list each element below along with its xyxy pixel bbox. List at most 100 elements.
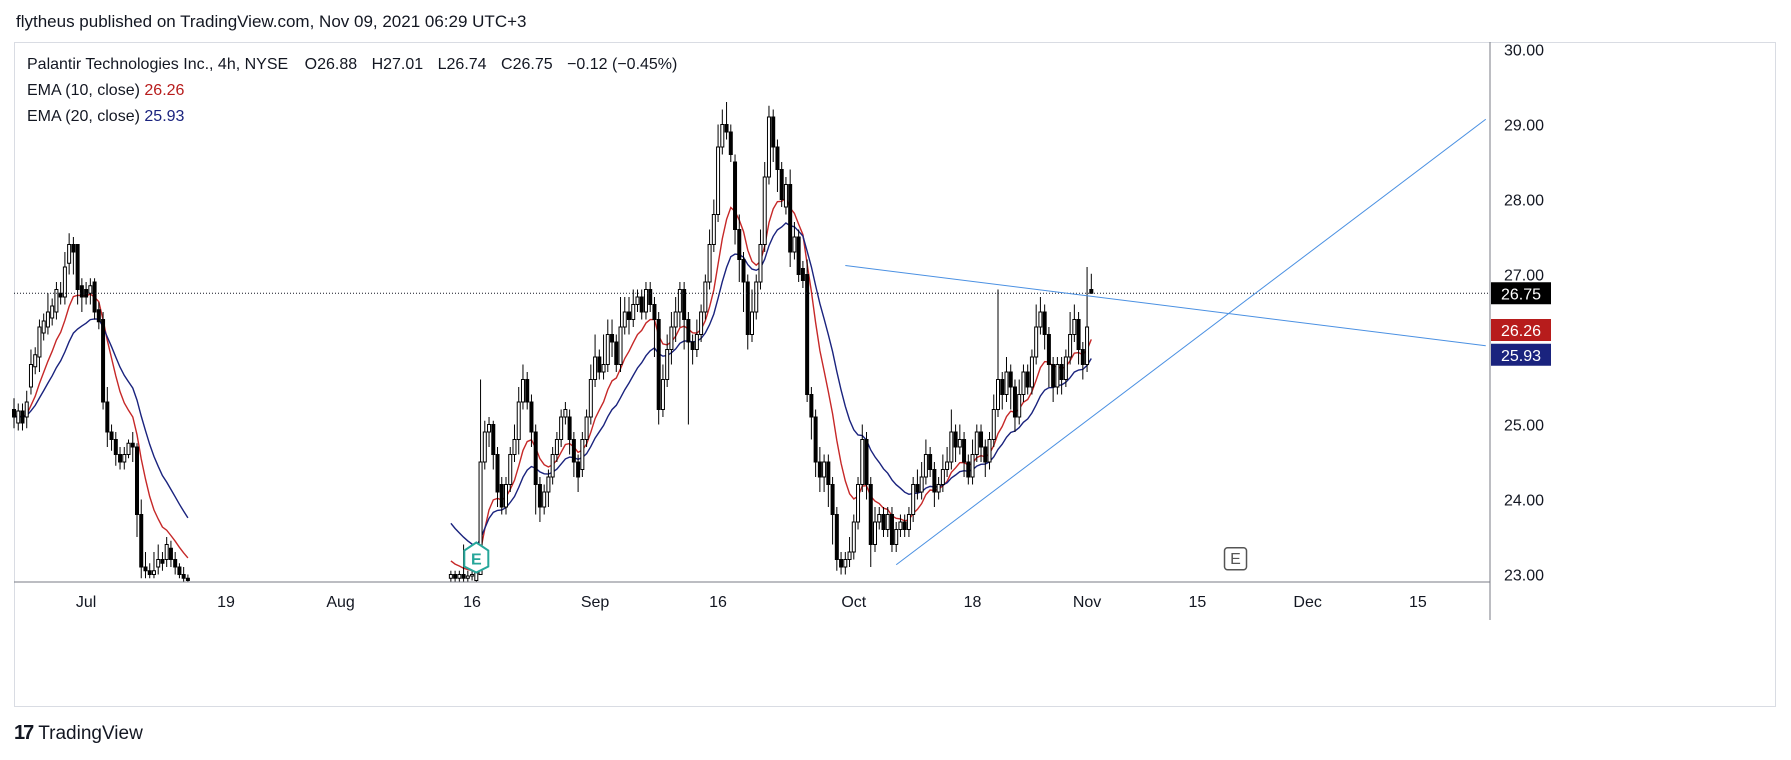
- chart-frame[interactable]: [14, 42, 1776, 707]
- legend-ema10-row[interactable]: EMA (10, close) 26.26: [27, 78, 687, 104]
- candle: [495, 447, 500, 507]
- candle: [92, 278, 97, 320]
- candle-body: [550, 454, 555, 478]
- time-tick-label: 18: [964, 594, 982, 611]
- candle-body: [1025, 371, 1030, 388]
- candle-body: [482, 431, 487, 463]
- candle: [593, 334, 598, 387]
- candle-body: [652, 304, 657, 320]
- candle: [1080, 342, 1085, 380]
- candle: [465, 570, 470, 582]
- earnings-marker: E: [1223, 547, 1248, 571]
- candle: [79, 278, 84, 312]
- ema10-badge-bg: [1491, 319, 1551, 341]
- candle: [796, 229, 801, 282]
- candle-body: [168, 547, 173, 560]
- earnings-marker: E: [463, 541, 490, 574]
- candle: [966, 454, 971, 485]
- candle: [605, 319, 610, 372]
- candle: [932, 462, 937, 507]
- candle: [881, 507, 886, 537]
- candle: [800, 261, 805, 288]
- candle: [41, 313, 46, 341]
- candle-body: [126, 442, 131, 455]
- trendline-descending-resistance: [845, 265, 1486, 347]
- candle: [37, 319, 42, 372]
- candle: [690, 334, 695, 365]
- candle-body: [118, 454, 123, 463]
- candle: [567, 409, 572, 455]
- candle-body: [1038, 311, 1043, 328]
- candle-body: [1063, 356, 1068, 380]
- candle-body: [614, 341, 619, 365]
- candle-body: [919, 476, 924, 493]
- candle: [1076, 312, 1081, 365]
- candle-body: [720, 124, 725, 148]
- legend-ema20-row[interactable]: EMA (20, close) 25.93: [27, 104, 687, 130]
- candle: [512, 424, 517, 462]
- candle: [118, 447, 123, 470]
- candle-body: [567, 416, 572, 440]
- candle: [699, 304, 704, 342]
- candle: [839, 552, 844, 575]
- candle: [499, 477, 504, 515]
- candle: [45, 293, 50, 335]
- candle: [546, 469, 551, 507]
- candle-body: [805, 274, 810, 395]
- candle: [67, 233, 72, 275]
- candle: [1034, 304, 1039, 365]
- candle: [618, 297, 623, 372]
- ohlc-high: H27.01: [371, 56, 424, 73]
- candle-body: [631, 304, 636, 320]
- published-header: flytheus published on TradingView.com, N…: [16, 12, 527, 31]
- candle: [542, 484, 547, 515]
- candle: [33, 347, 38, 375]
- candle: [139, 499, 144, 579]
- candle-body: [487, 424, 492, 433]
- earnings-badge-icon: [463, 541, 490, 574]
- candle: [868, 477, 873, 567]
- candle: [1012, 379, 1017, 432]
- candle: [168, 540, 173, 567]
- candle-body: [1051, 364, 1056, 388]
- candle: [711, 199, 716, 252]
- candle: [983, 439, 988, 477]
- candle: [1038, 297, 1043, 335]
- candle: [694, 319, 699, 357]
- tradingview-footer[interactable]: 17 TradingView: [14, 722, 143, 745]
- candle-body: [457, 574, 462, 579]
- candle-body: [957, 439, 962, 448]
- candle: [453, 570, 458, 582]
- price-tick-label: 29.00: [1504, 118, 1544, 135]
- time-tick-label: 19: [217, 594, 235, 611]
- candle: [1029, 349, 1034, 395]
- candle-body: [185, 577, 190, 581]
- candle: [817, 447, 822, 492]
- candle-body: [143, 566, 148, 572]
- candle-body: [694, 334, 699, 350]
- candle: [109, 424, 114, 451]
- candle: [745, 274, 750, 350]
- candle-body: [173, 559, 178, 568]
- candle: [665, 334, 670, 387]
- candle-body: [991, 409, 996, 440]
- candle-body: [677, 289, 682, 313]
- legend-symbol-row: Palantir Technologies Inc., 4h, NYSE O26…: [27, 52, 687, 78]
- candle-body: [139, 514, 144, 568]
- candle-body: [156, 559, 161, 568]
- candle: [915, 469, 920, 500]
- candle-body: [817, 461, 822, 478]
- candle: [754, 274, 759, 320]
- ema20-line: [13, 318, 189, 519]
- candle-body: [940, 469, 945, 485]
- candle: [677, 282, 682, 327]
- candle-body: [542, 491, 547, 508]
- ema20-line: [450, 222, 1092, 548]
- candle: [614, 334, 619, 372]
- candle-body: [601, 364, 606, 373]
- candle-body: [28, 364, 33, 388]
- candle-body: [1055, 364, 1060, 388]
- candle: [24, 390, 29, 429]
- candle-body: [478, 461, 483, 575]
